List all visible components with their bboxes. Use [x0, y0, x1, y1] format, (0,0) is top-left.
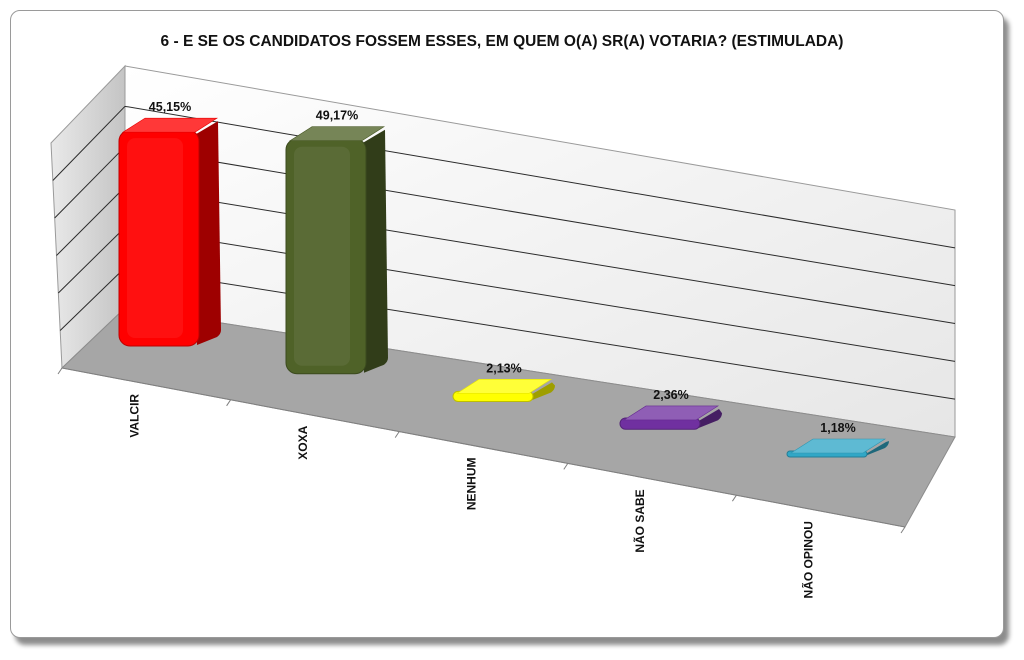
bar-top: [622, 405, 720, 421]
bar-highlight: [294, 146, 350, 366]
value-label: 2,13%: [486, 361, 521, 375]
bar-top: [789, 438, 887, 454]
category-label: XOXA: [296, 425, 310, 459]
chart-title: 6 - E SE OS CANDIDATOS FOSSEM ESSES, EM …: [161, 33, 844, 50]
bar-top: [288, 126, 386, 142]
side-gridline: [54, 146, 126, 219]
bar-side: [530, 382, 555, 401]
gridline: [124, 226, 956, 362]
value-label: 45,15%: [149, 100, 191, 114]
bar: [786, 438, 889, 458]
category-label: NÃO SABE: [632, 489, 647, 552]
value-labels: 45,15% 49,17% 2,13% 2,36% 1,18%: [149, 100, 856, 435]
gridline: [124, 146, 956, 287]
bar-top: [121, 117, 219, 133]
value-label: 49,17%: [316, 109, 358, 123]
bar: [452, 379, 555, 403]
side-gridline: [57, 226, 126, 294]
x-axis-tick: [900, 526, 906, 534]
bar-side: [864, 441, 889, 456]
x-axis-tick: [57, 367, 63, 375]
bar-side: [196, 121, 221, 345]
value-label: 2,36%: [653, 388, 688, 402]
bar: [285, 126, 388, 375]
value-label: 1,18%: [820, 421, 855, 435]
x-axis-tick: [563, 463, 569, 470]
category-labels: VALCIR XOXA NENHUM NÃO SABE NÃO OPINOU: [127, 394, 815, 599]
gridline: [124, 267, 956, 400]
gridline: [124, 186, 956, 324]
x-axis: [57, 367, 906, 534]
x-axis-line: [61, 367, 906, 528]
gridlines: [52, 105, 956, 400]
bar: [118, 117, 221, 347]
bars: [118, 117, 889, 458]
bar: [619, 405, 722, 430]
bar-side: [697, 408, 722, 429]
x-axis-tick: [226, 399, 232, 407]
bar-highlight: [127, 138, 183, 338]
category-label: NENHUM: [465, 458, 479, 511]
side-gridline: [56, 186, 126, 256]
side-gridline: [59, 267, 126, 331]
x-axis-tick: [394, 431, 400, 438]
x-axis-tick: [731, 494, 737, 502]
bar-side: [363, 129, 388, 373]
gridline: [124, 105, 956, 249]
side-gridline: [52, 105, 126, 181]
category-label: VALCIR: [127, 394, 141, 438]
bar-top: [455, 379, 553, 394]
category-label: NÃO OPINOU: [801, 521, 816, 598]
